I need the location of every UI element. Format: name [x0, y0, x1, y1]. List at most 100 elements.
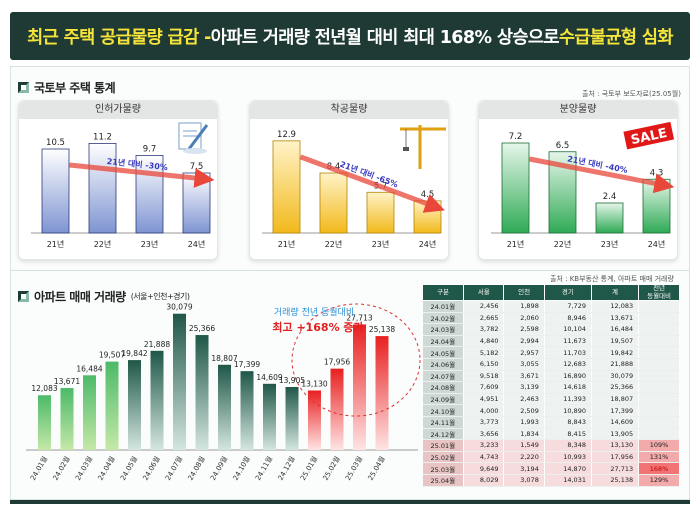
table-cell: 3,055 [503, 358, 545, 371]
table-cell: 14,870 [544, 462, 592, 475]
bar-value-label: 4.5 [421, 190, 435, 200]
category-label: 24.02월 [51, 455, 72, 482]
header-part2: 아파트 거래량 전년월 대비 최대 168% 상승으로 [210, 27, 560, 48]
table-cell: 6,150 [463, 358, 505, 371]
section-divider [10, 270, 690, 271]
bar [41, 148, 70, 234]
header-part3: 수급불균형 심화 [558, 27, 674, 48]
table-cell: 7,609 [463, 381, 505, 394]
category-label: 25.02월 [321, 455, 342, 482]
table-cell: 14,031 [544, 474, 592, 487]
panel-sales: 분양물량 7.2 21년 6.5 22년 2.4 23년 4.3 24년 21년 대비 -40%… [478, 100, 678, 260]
table-cell: 3,782 [463, 323, 505, 336]
bar-value-label: 10.5 [46, 138, 65, 148]
category-label: 25.04월 [366, 455, 387, 482]
table-cell: 13,905 [591, 428, 640, 441]
bar [330, 368, 344, 450]
table-cell: 27,713 [591, 462, 640, 475]
table-cell: 13,130 [591, 439, 640, 452]
bar-value-label: 11.2 [93, 132, 112, 142]
table-cell: 13,671 [591, 312, 640, 325]
annotation-line1: 거래량 전년 동월대비 [274, 306, 354, 318]
table-cell: 17,399 [591, 404, 640, 417]
table-header-cell: 구분 [421, 284, 465, 301]
table-row: 24.05월 5,182 2,957 11,703 19,842 [422, 346, 680, 359]
panel-title: 착공물량 [250, 101, 448, 119]
table-cell [638, 370, 680, 383]
table-row: 25.02월 4,743 2,220 10,993 17,956 131% [422, 451, 680, 464]
table-header-cell: 인천 [503, 284, 545, 301]
table-cell: 21,888 [591, 358, 640, 371]
table-cell [638, 358, 680, 371]
section2-title-text: 아파트 매매 거래량 [34, 290, 126, 304]
table-cell: 24.11월 [422, 416, 465, 429]
category-label: 21년 [278, 239, 296, 249]
bar [218, 364, 231, 450]
table-header-cell: 서울 [463, 284, 505, 301]
bar-value-label: 4.3 [650, 168, 664, 178]
table-cell: 9,518 [463, 370, 505, 383]
section-square-icon [18, 82, 29, 93]
table-cell: 2,994 [503, 335, 545, 348]
bar-value-label: 25,138 [369, 325, 395, 334]
transactions-table-wrap: 구분 서울 인천 경기 계 전년 동월대비 24.01월 2,456 1,898 7,729 12,0… [421, 284, 680, 487]
highlight-circle [291, 303, 421, 417]
crane-icon [400, 125, 446, 169]
table-cell: 8,348 [544, 439, 592, 452]
category-label: 24.05월 [118, 455, 139, 482]
section1-source: 출처 : 국토부 보도자료(25.05월) [582, 90, 681, 98]
section2-source: 출처 : KB부동산 통계, 아파트 매매 거래량 [550, 275, 674, 283]
bar-value-label: 30,079 [166, 303, 192, 312]
category-label: 24년 [188, 239, 206, 249]
table-row: 24.03월 3,782 2,598 10,104 16,484 [422, 323, 680, 336]
category-label: 22년 [554, 239, 572, 249]
bar [105, 361, 119, 450]
bar-value-label: 14,609 [256, 373, 282, 382]
category-label: 24.07월 [163, 455, 184, 482]
table-cell: 25,366 [591, 381, 640, 394]
table-cell: 3,656 [463, 428, 505, 441]
table-cell: 7,729 [544, 300, 592, 313]
bar-value-label: 12,083 [31, 384, 57, 393]
bar-value-label: 17,399 [234, 360, 260, 369]
bar-value-label: 2.4 [603, 192, 617, 202]
bar [128, 360, 141, 450]
bar-value-label: 12.9 [277, 130, 296, 140]
table-row: 24.12월 3,656 1,834 8,415 13,905 [422, 428, 680, 441]
table-cell: 3,194 [503, 462, 545, 475]
bar-value-label: 27,713 [346, 313, 372, 322]
table-cell: 3,233 [463, 439, 505, 452]
bar-value-label: 13,130 [301, 380, 327, 389]
category-label: 22년 [325, 239, 343, 249]
table-cell [638, 335, 680, 348]
panel-title: 분양물량 [479, 101, 677, 119]
category-label: 21년 [47, 239, 65, 249]
table-cell: 17,956 [591, 451, 640, 464]
footer-bar [10, 500, 690, 504]
table-cell: 2,665 [463, 312, 505, 325]
table-cell: 24.08월 [422, 381, 465, 394]
table-row: 24.11월 3,773 1,993 8,843 14,609 [422, 416, 680, 429]
bar-value-label: 25,366 [189, 324, 215, 333]
table-cell: 25.04월 [422, 474, 465, 487]
table-cell: 25.03월 [422, 462, 465, 475]
category-label: 22년 [94, 239, 112, 249]
bar [501, 142, 530, 234]
table-cell: 24.02월 [422, 312, 465, 325]
table-cell: 1,898 [503, 300, 545, 313]
table-row: 24.01월 2,456 1,898 7,729 12,083 [422, 300, 680, 313]
bar [366, 191, 395, 234]
category-label: 25.01월 [298, 455, 319, 482]
bar-value-label: 19,842 [121, 349, 147, 358]
category-label: 24.10월 [231, 455, 252, 482]
bar [195, 335, 209, 450]
table-cell: 2,957 [503, 346, 545, 359]
table-row: 24.08월 7,609 3,139 14,618 25,366 [422, 381, 680, 394]
table-header-cell: 전년 동월대비 [638, 284, 680, 301]
bar [83, 375, 96, 450]
table-cell: 2,060 [503, 312, 545, 325]
table-cell: 8,946 [544, 312, 592, 325]
table-cell: 24.05월 [422, 346, 465, 359]
